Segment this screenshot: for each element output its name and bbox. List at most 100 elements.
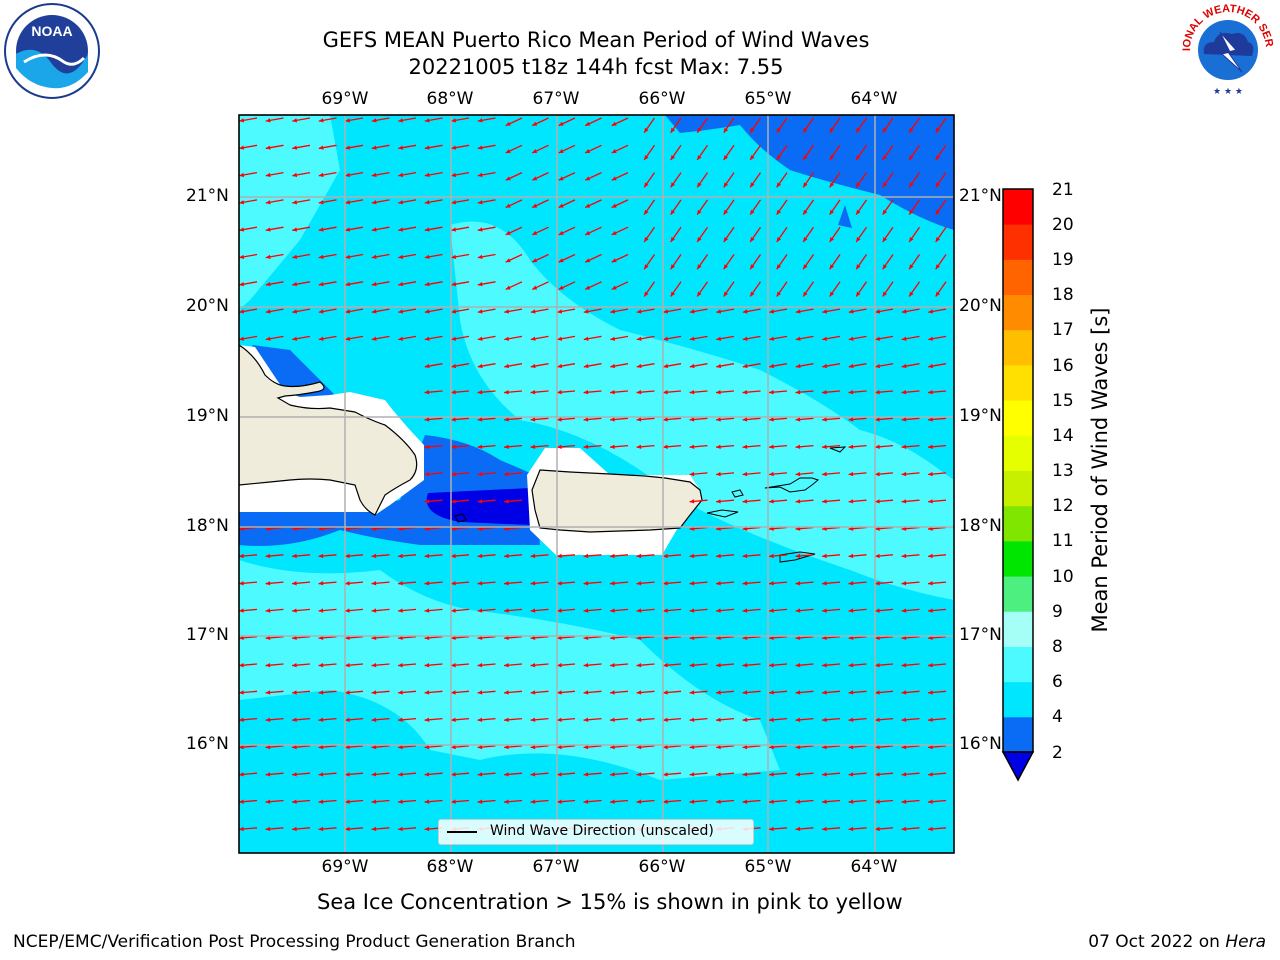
wind-arrow-head bbox=[636, 635, 642, 641]
wind-arrow-head bbox=[663, 608, 668, 613]
wind-arrow-head bbox=[716, 717, 721, 722]
wind-arrow-head bbox=[424, 227, 430, 232]
wind-arrow-head bbox=[451, 227, 457, 232]
wind-arrow-head bbox=[530, 635, 536, 641]
wind-arrow-head bbox=[610, 772, 615, 777]
wind-arrow-head bbox=[875, 363, 881, 369]
wind-arrow-head bbox=[610, 309, 616, 314]
wind-arrow-head bbox=[424, 471, 430, 477]
wind-arrow-head bbox=[935, 127, 941, 133]
wind-arrow-head bbox=[532, 258, 538, 263]
lat-label-right: 19°N bbox=[959, 406, 1002, 426]
wind-arrow-head bbox=[265, 581, 271, 586]
wind-arrow-head bbox=[723, 291, 729, 297]
wind-arrow-head bbox=[663, 799, 668, 804]
wind-arrow-head bbox=[398, 553, 403, 559]
wind-arrow-head bbox=[689, 309, 695, 314]
wind-arrow-head bbox=[610, 336, 616, 341]
wind-arrow-head bbox=[371, 336, 377, 341]
wind-arrow-head bbox=[901, 799, 907, 804]
wind-arrow-head bbox=[689, 553, 695, 559]
colorbar-cell bbox=[1003, 576, 1033, 612]
wind-arrow-head bbox=[769, 826, 774, 832]
wind-arrow-head bbox=[663, 717, 668, 722]
colorbar-tick: 16 bbox=[1052, 356, 1074, 376]
wind-arrow-head bbox=[769, 717, 774, 722]
wind-arrow-head bbox=[530, 390, 536, 395]
wind-arrow-head bbox=[557, 581, 562, 586]
wind-arrow-head bbox=[583, 390, 589, 395]
wind-arrow-head bbox=[875, 608, 880, 613]
wind-arrow-head bbox=[829, 237, 835, 242]
wind-arrow-head bbox=[398, 309, 404, 314]
lon-label-bottom: 65°W bbox=[744, 857, 792, 877]
wind-arrow-head bbox=[345, 145, 351, 150]
wind-arrow-head bbox=[875, 635, 880, 641]
wind-arrow-head bbox=[239, 282, 245, 287]
wind-arrow-head bbox=[856, 237, 861, 242]
wind-arrow-head bbox=[610, 717, 615, 722]
wind-arrow-head bbox=[451, 200, 457, 205]
wind-arrow-head bbox=[318, 118, 324, 123]
colorbar-tick: 21 bbox=[1052, 180, 1074, 200]
wind-arrow-head bbox=[670, 237, 676, 242]
wind-arrow-head bbox=[636, 336, 642, 341]
wind-arrow-head bbox=[398, 118, 404, 123]
wind-arrow-head bbox=[769, 309, 775, 314]
wind-arrow-head bbox=[371, 608, 377, 613]
wind-arrow-head bbox=[292, 690, 297, 695]
wind-arrow-head bbox=[742, 444, 748, 449]
wind-arrow-head bbox=[557, 690, 562, 695]
wind-arrow-head bbox=[477, 744, 483, 750]
wind-arrow-head bbox=[292, 172, 298, 178]
wind-arrow-head bbox=[928, 826, 933, 832]
wind-arrow-head bbox=[504, 390, 509, 395]
wind-arrow-head bbox=[558, 149, 564, 153]
wind-arrow-head bbox=[557, 309, 563, 314]
wind-arrow-head bbox=[530, 336, 536, 341]
wind-arrow-head bbox=[504, 553, 509, 559]
wind-arrow-head bbox=[611, 121, 617, 126]
wind-arrow-head bbox=[318, 145, 324, 150]
wind-arrow-head bbox=[697, 182, 702, 188]
wind-arrow-head bbox=[504, 772, 509, 777]
wind-arrow-head bbox=[750, 155, 755, 161]
wind-arrow-head bbox=[636, 744, 642, 750]
wind-arrow-head bbox=[742, 608, 748, 613]
wind-arrow-head bbox=[769, 471, 774, 477]
wind-arrow-head bbox=[611, 149, 617, 153]
wind-arrow-head bbox=[424, 172, 430, 178]
wind-arrow-head bbox=[689, 799, 695, 804]
wind-arrow-head bbox=[557, 635, 562, 641]
wind-arrow-head bbox=[504, 744, 509, 750]
wind-arrow-head bbox=[477, 336, 483, 341]
wind-arrow-head bbox=[477, 499, 483, 504]
wind-arrow-head bbox=[663, 663, 668, 668]
wind-arrow-head bbox=[451, 690, 456, 695]
wind-arrow-head bbox=[742, 390, 748, 395]
wind-arrow-head bbox=[265, 172, 271, 178]
colorbar-cell bbox=[1003, 224, 1033, 260]
wind-arrow-head bbox=[716, 663, 721, 668]
wind-arrow-head bbox=[318, 282, 324, 287]
lat-label-left: 18°N bbox=[186, 516, 229, 536]
wind-arrow-head bbox=[292, 717, 297, 722]
wind-arrow-head bbox=[558, 121, 564, 126]
wind-arrow-head bbox=[829, 291, 835, 297]
wind-arrow-head bbox=[742, 717, 748, 722]
wind-arrow-head bbox=[583, 581, 589, 586]
wind-arrow-head bbox=[716, 444, 721, 449]
wind-arrow-head bbox=[583, 363, 589, 369]
wind-arrow-head bbox=[901, 417, 907, 422]
wind-arrow-head bbox=[636, 690, 642, 695]
wind-arrow-head bbox=[769, 772, 774, 777]
wind-arrow-head bbox=[292, 282, 298, 287]
wind-arrow-head bbox=[829, 209, 835, 215]
wind-arrow-head bbox=[716, 336, 722, 341]
wind-arrow-head bbox=[424, 363, 430, 369]
wind-arrow-head bbox=[663, 336, 669, 341]
wind-arrow-head bbox=[265, 145, 271, 150]
wind-arrow-head bbox=[901, 744, 907, 750]
wind-arrow-head bbox=[610, 363, 616, 369]
wind-arrow-head bbox=[239, 200, 245, 205]
